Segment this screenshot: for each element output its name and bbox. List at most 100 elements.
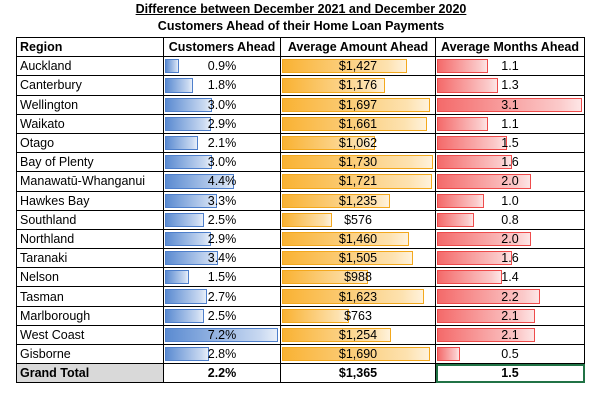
table-row: Manawatū-Whanganui 4.4% $1,721 2.0 — [16, 171, 585, 192]
region-cell[interactable]: West Coast — [16, 324, 164, 346]
region-cell[interactable]: Tasman — [16, 286, 164, 307]
average-amount-ahead-cell-databar — [282, 116, 427, 131]
average-months-ahead-cell-databar — [437, 231, 531, 247]
average-months-ahead-cell-databar — [437, 347, 460, 362]
average-months-ahead-cell-value: 2.2 — [501, 289, 519, 304]
region-cell[interactable]: Northland — [16, 228, 164, 250]
region-cell[interactable]: Bay of Plenty — [16, 152, 164, 173]
average-months-ahead-cell[interactable]: 1.1 — [435, 113, 585, 134]
header-region[interactable]: Region — [16, 36, 164, 58]
average-amount-ahead-cell[interactable]: $1,235 — [280, 190, 436, 211]
customers-ahead-cell[interactable]: 2.8% — [163, 343, 281, 365]
average-amount-ahead-cell[interactable]: $1,365 — [280, 363, 436, 384]
region-cell[interactable]: Hawkes Bay — [16, 190, 164, 211]
customers-ahead-cell[interactable]: 2.9% — [163, 113, 281, 134]
average-months-ahead-cell-value: 1.5 — [501, 136, 519, 151]
average-months-ahead-cell[interactable]: 3.1 — [435, 94, 585, 115]
customers-ahead-cell-value: 3.0% — [207, 97, 237, 112]
region-cell[interactable]: Grand Total — [16, 363, 164, 384]
customers-ahead-cell-databar — [165, 174, 234, 189]
average-months-ahead-cell[interactable]: 2.2 — [435, 286, 585, 307]
customers-ahead-cell[interactable]: 2.1% — [163, 132, 281, 154]
customers-ahead-cell[interactable]: 2.9% — [163, 228, 281, 250]
customers-ahead-cell[interactable]: 3.0% — [163, 152, 281, 173]
average-amount-ahead-cell-value: $1,254 — [338, 327, 378, 342]
average-amount-ahead-cell[interactable]: $1,661 — [280, 113, 436, 134]
region-cell[interactable]: Gisborne — [16, 343, 164, 365]
average-amount-ahead-cell-value: $1,623 — [338, 289, 378, 304]
average-months-ahead-cell-value: 2.1 — [501, 308, 519, 323]
average-months-ahead-cell[interactable]: 1.6 — [435, 152, 585, 173]
region-cell[interactable]: Otago — [16, 132, 164, 154]
header-average-months-ahead[interactable]: Average Months Ahead — [435, 36, 585, 58]
average-amount-ahead-cell[interactable]: $1,730 — [280, 152, 436, 173]
region-cell[interactable]: Manawatū-Whanganui — [16, 171, 164, 192]
average-amount-ahead-cell[interactable]: $1,505 — [280, 248, 436, 269]
average-amount-ahead-cell[interactable]: $1,254 — [280, 324, 436, 346]
header-average-amount-ahead[interactable]: Average Amount Ahead — [280, 36, 436, 58]
customers-ahead-cell[interactable]: 4.4% — [163, 171, 281, 192]
header-customers-ahead[interactable]: Customers Ahead — [163, 36, 281, 58]
average-months-ahead-cell[interactable]: 2.0 — [435, 228, 585, 250]
customers-ahead-cell-databar — [165, 78, 193, 93]
average-amount-ahead-cell[interactable]: $1,721 — [280, 171, 436, 192]
customers-ahead-cell[interactable]: 2.7% — [163, 286, 281, 307]
average-months-ahead-cell-databar — [437, 212, 474, 227]
average-months-ahead-cell[interactable]: 1.1 — [435, 56, 585, 77]
average-amount-ahead-cell[interactable]: $1,690 — [280, 343, 436, 365]
customers-ahead-cell-databar — [165, 135, 198, 151]
average-amount-ahead-cell[interactable]: $1,062 — [280, 132, 436, 154]
region-cell[interactable]: Waikato — [16, 113, 164, 134]
customers-ahead-cell[interactable]: 2.2% — [163, 363, 281, 384]
region-cell[interactable]: Southland — [16, 209, 164, 230]
average-months-ahead-cell[interactable]: 1.0 — [435, 190, 585, 211]
customers-ahead-cell-databar — [165, 231, 211, 247]
average-months-ahead-cell[interactable]: 1.5 — [435, 132, 585, 154]
customers-ahead-cell[interactable]: 3.4% — [163, 248, 281, 269]
average-months-ahead-cell[interactable]: 1.3 — [435, 75, 585, 96]
customers-ahead-cell[interactable]: 7.2% — [163, 324, 281, 346]
region-cell[interactable]: Taranaki — [16, 248, 164, 269]
region-cell[interactable]: Marlborough — [16, 305, 164, 326]
average-amount-ahead-cell[interactable]: $1,623 — [280, 286, 436, 307]
average-amount-ahead-cell-value: $1,721 — [338, 174, 378, 189]
average-amount-ahead-cell-databar — [282, 193, 390, 208]
average-amount-ahead-cell[interactable]: $1,697 — [280, 94, 436, 115]
customers-ahead-cell[interactable]: 3.0% — [163, 94, 281, 115]
average-months-ahead-cell-databar — [437, 78, 498, 93]
region-cell[interactable]: Auckland — [16, 56, 164, 77]
customers-ahead-cell-databar — [165, 270, 189, 285]
region-cell[interactable]: Wellington — [16, 94, 164, 115]
average-amount-ahead-cell[interactable]: $1,427 — [280, 56, 436, 77]
customers-ahead-cell[interactable]: 1.5% — [163, 267, 281, 288]
average-months-ahead-cell[interactable]: 0.8 — [435, 209, 585, 230]
average-months-ahead-cell[interactable]: 2.0 — [435, 171, 585, 192]
average-months-ahead-cell[interactable]: 2.1 — [435, 305, 585, 326]
average-months-ahead-cell[interactable]: 1.4 — [435, 267, 585, 288]
header-row: Region Customers Ahead Average Amount Ah… — [16, 36, 585, 58]
customers-ahead-cell[interactable]: 1.8% — [163, 75, 281, 96]
average-amount-ahead-cell[interactable]: $576 — [280, 209, 436, 230]
average-amount-ahead-cell[interactable]: $1,460 — [280, 228, 436, 250]
customers-ahead-cell[interactable]: 2.5% — [163, 305, 281, 326]
average-amount-ahead-cell-value: $1,062 — [338, 136, 378, 151]
table-row: Bay of Plenty 3.0% $1,730 1.6 — [16, 152, 585, 173]
customers-ahead-cell[interactable]: 3.3% — [163, 190, 281, 211]
customers-ahead-cell-value: 2.9% — [207, 231, 237, 246]
average-months-ahead-cell[interactable]: 2.1 — [435, 324, 585, 346]
customers-ahead-cell[interactable]: 2.5% — [163, 209, 281, 230]
average-months-ahead-cell[interactable]: 0.5 — [435, 343, 585, 365]
average-amount-ahead-cell-databar — [282, 59, 407, 74]
average-amount-ahead-cell[interactable]: $763 — [280, 305, 436, 326]
average-amount-ahead-cell-value: $1,365 — [338, 366, 378, 381]
average-amount-ahead-cell[interactable]: $1,176 — [280, 75, 436, 96]
region-cell[interactable]: Nelson — [16, 267, 164, 288]
table-body: Auckland 0.9% $1,427 1.1 Canterbury 1.8% $1,17… — [16, 56, 585, 384]
average-months-ahead-cell[interactable]: 1.6 — [435, 248, 585, 269]
customers-ahead-cell[interactable]: 0.9% — [163, 56, 281, 77]
region-cell[interactable]: Canterbury — [16, 75, 164, 96]
average-months-ahead-cell[interactable]: 1.5 — [435, 363, 585, 384]
table-row: Waikato 2.9% $1,661 1.1 — [16, 113, 585, 134]
average-amount-ahead-cell[interactable]: $988 — [280, 267, 436, 288]
customers-ahead-cell-databar — [165, 193, 217, 208]
